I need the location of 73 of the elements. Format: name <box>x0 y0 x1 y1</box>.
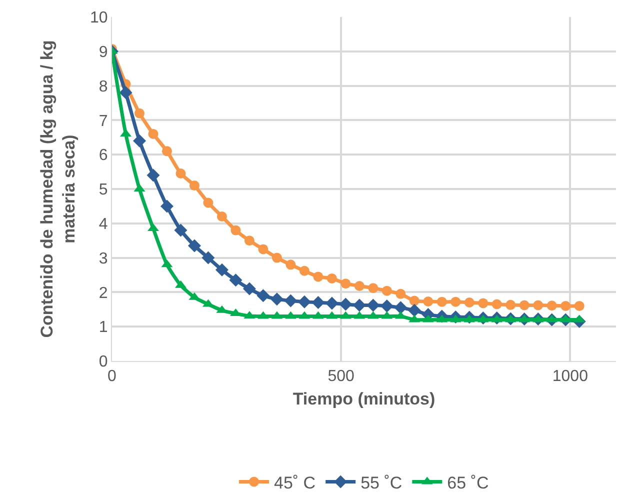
point <box>256 289 270 302</box>
point <box>162 146 172 156</box>
point <box>244 236 254 246</box>
y-tick-label: 10 <box>90 10 108 27</box>
point <box>409 296 420 306</box>
point <box>506 300 516 310</box>
point <box>533 300 544 310</box>
point <box>325 296 338 310</box>
point <box>366 298 380 312</box>
point <box>546 300 557 311</box>
y-tick-label: 5 <box>98 182 108 199</box>
point <box>396 288 406 299</box>
y-tick-label: 3 <box>98 250 108 268</box>
y-tick-label: 9 <box>98 44 108 61</box>
point <box>202 251 215 264</box>
point <box>229 274 242 287</box>
point <box>216 212 227 222</box>
point <box>188 239 201 252</box>
point <box>464 298 474 308</box>
y-tick-label: 0 <box>98 354 108 371</box>
point <box>189 180 200 191</box>
point <box>436 296 447 307</box>
x-axis-title: Tiempo (minutos) <box>292 390 436 409</box>
point <box>326 273 337 284</box>
point <box>450 296 461 307</box>
point <box>313 272 324 282</box>
point <box>286 260 296 270</box>
point <box>519 300 530 310</box>
point <box>423 296 434 306</box>
point <box>160 200 174 213</box>
point <box>270 292 284 306</box>
point <box>298 295 311 308</box>
point <box>339 298 352 311</box>
legend-label: 65 ˚C <box>447 473 489 492</box>
point <box>478 298 488 308</box>
point <box>352 298 366 312</box>
y-tick-label: 2 <box>98 284 108 302</box>
point <box>146 168 160 182</box>
point <box>368 283 378 294</box>
x-tick-label: 500 <box>328 368 355 386</box>
y-tick-label: 1 <box>98 319 108 336</box>
point <box>284 294 298 308</box>
point <box>380 299 394 312</box>
point <box>299 266 310 276</box>
y-axis-title: Contenido de humedad (kg agua / kg materia seca) <box>37 40 79 338</box>
point <box>340 278 351 289</box>
point <box>174 224 188 237</box>
y-tick-label: 8 <box>98 78 108 96</box>
point <box>132 134 146 148</box>
point <box>119 86 132 100</box>
point <box>134 108 144 118</box>
point <box>394 301 408 314</box>
point <box>148 128 158 139</box>
y-tick-label: 6 <box>98 147 108 164</box>
point <box>574 300 584 311</box>
point <box>242 282 256 296</box>
point <box>492 299 502 310</box>
point <box>230 225 241 236</box>
legend-label: 55 ˚C <box>360 473 402 492</box>
point <box>382 286 392 296</box>
point <box>272 252 282 263</box>
x-tick-label: 1000 <box>552 368 588 386</box>
point <box>560 300 571 311</box>
point <box>354 281 364 292</box>
point <box>408 304 421 317</box>
point <box>258 244 268 254</box>
point <box>203 198 214 208</box>
point <box>215 263 228 276</box>
point <box>176 168 186 179</box>
point <box>312 296 325 310</box>
legend-label: 45˚ C <box>274 473 316 492</box>
y-tick-label: 7 <box>98 112 108 130</box>
y-tick-label: 4 <box>98 216 108 233</box>
